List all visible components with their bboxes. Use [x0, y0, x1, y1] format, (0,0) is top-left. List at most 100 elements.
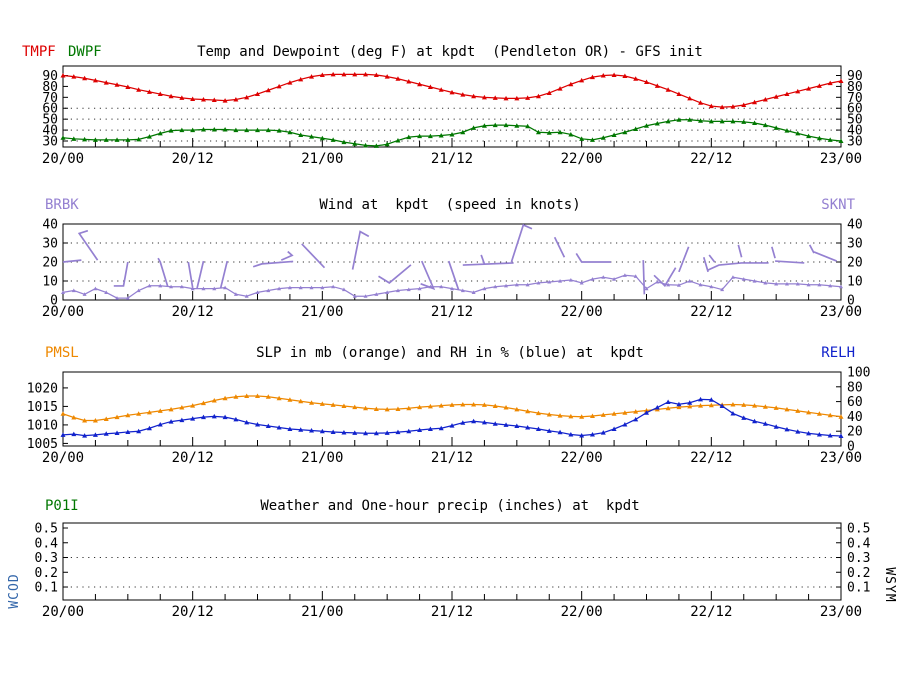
- dwpf-marker: [319, 135, 325, 141]
- tmpf-marker: [71, 74, 77, 79]
- relh-marker: [244, 419, 250, 425]
- temp-y-label: 70: [847, 91, 863, 106]
- pmsl-marker: [341, 403, 347, 409]
- tmpf-marker: [287, 80, 293, 85]
- pmsl-marker: [773, 405, 779, 410]
- wind-x-label: 23/00: [820, 304, 862, 320]
- sknt-marker: [752, 279, 757, 283]
- pmsl-marker: [146, 409, 152, 415]
- relh-marker: [481, 419, 487, 425]
- slp_rh-y-label: 1010: [27, 418, 58, 433]
- tmpf-marker: [698, 100, 704, 105]
- tmpf-marker: [741, 102, 747, 107]
- dwpf-marker: [341, 139, 347, 145]
- sknt-marker: [687, 279, 692, 283]
- precip-y-label: 0.3: [847, 551, 870, 566]
- wind-y-label: 10: [42, 275, 58, 290]
- dwpf-marker: [330, 137, 336, 142]
- panel4-header: P01I Weather and One-hour precip (inches…: [0, 498, 900, 514]
- tmpf-marker: [579, 77, 585, 83]
- slp_rh-x-label: 21/12: [431, 450, 473, 466]
- pmsl-marker: [535, 410, 541, 416]
- slp_rh-x-label: 20/12: [172, 450, 214, 466]
- tmpf-marker: [125, 84, 131, 89]
- temp-x-label: 21/00: [301, 151, 343, 167]
- precip-y-label: 0.1: [847, 581, 870, 596]
- slp_rh-x-label: 23/00: [820, 450, 862, 466]
- relh-marker: [265, 423, 271, 429]
- tmpf-marker: [622, 73, 628, 79]
- tmpf-marker: [471, 93, 477, 99]
- wind-x-label: 21/12: [431, 304, 473, 320]
- wind-barb: [553, 236, 566, 258]
- pmsl-marker: [665, 405, 671, 411]
- dwpf-marker: [449, 131, 455, 137]
- tmpf-marker: [730, 104, 736, 109]
- relh-marker: [136, 428, 142, 434]
- sknt-marker: [428, 284, 433, 289]
- tmpf-marker: [200, 97, 206, 102]
- sknt-marker: [806, 282, 811, 287]
- temp-y-label: 50: [847, 113, 863, 128]
- relh-marker: [644, 410, 649, 415]
- sknt-marker: [828, 283, 833, 288]
- sknt-marker: [720, 287, 725, 292]
- legend-pmsl: PMSL: [45, 345, 79, 361]
- pmsl-marker: [103, 416, 109, 421]
- slp_rh-y-label: 20: [847, 425, 863, 440]
- pmsl-marker: [92, 417, 98, 423]
- relh-marker: [535, 426, 541, 431]
- relh-marker: [157, 422, 163, 427]
- dwpf-marker: [730, 118, 736, 124]
- dwpf-marker: [676, 117, 682, 122]
- sknt-marker: [763, 280, 768, 285]
- dwpf-marker: [190, 127, 196, 133]
- temp-x-label: 23/00: [820, 151, 862, 167]
- wind-barb: [462, 262, 514, 266]
- tmpf-marker: [546, 90, 552, 95]
- sknt-marker: [460, 288, 465, 293]
- slp_rh-y-label: 60: [847, 395, 863, 410]
- dwpf-marker: [492, 122, 498, 128]
- tmpf-marker: [838, 78, 844, 83]
- sknt-marker: [147, 283, 152, 288]
- tmpf-marker: [687, 95, 693, 101]
- pmsl-marker: [546, 412, 552, 417]
- pmsl-marker: [125, 412, 131, 418]
- sknt-marker: [504, 283, 509, 288]
- sknt-marker: [93, 286, 98, 291]
- sknt-marker: [622, 273, 627, 277]
- pmsl-marker: [114, 414, 120, 420]
- pmsl-marker: [352, 404, 358, 410]
- sknt-marker: [352, 294, 357, 298]
- relh-marker: [514, 423, 520, 429]
- relh-marker: [60, 432, 66, 437]
- pmsl-marker: [633, 409, 639, 414]
- sknt-marker: [493, 284, 498, 289]
- wind-x-label: 20/00: [42, 304, 84, 320]
- temp-y-label: 70: [42, 91, 58, 106]
- relh-marker: [125, 429, 131, 434]
- tmpf-marker: [341, 71, 347, 77]
- tmpf-marker: [417, 81, 423, 87]
- sknt-marker: [212, 286, 217, 291]
- relh-marker: [741, 415, 747, 420]
- slp_rh-y-label: 1020: [27, 381, 58, 396]
- pmsl-marker: [708, 402, 714, 408]
- dwpf-marker: [838, 138, 844, 143]
- precip-panel-box: [62, 522, 842, 601]
- temp-y-label: 80: [847, 80, 863, 95]
- pmsl-marker: [752, 403, 758, 408]
- dwpf-marker: [265, 127, 271, 133]
- dwpf-marker: [200, 127, 206, 132]
- temp-y-label: 40: [42, 124, 58, 139]
- temp-y-label: 30: [847, 134, 863, 149]
- tmpf-marker: [265, 87, 271, 93]
- dwpf-marker: [255, 127, 260, 133]
- tmpf-marker: [103, 80, 109, 85]
- sknt-marker: [568, 278, 573, 282]
- sknt-marker: [590, 277, 595, 281]
- dwpf-marker: [654, 121, 660, 126]
- wind-y-label: 40: [42, 218, 58, 233]
- temp-x-label: 20/00: [42, 151, 84, 167]
